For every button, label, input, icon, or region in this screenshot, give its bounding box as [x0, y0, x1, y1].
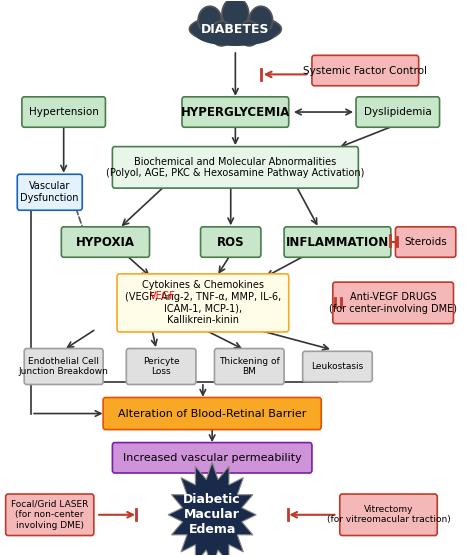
Ellipse shape — [196, 23, 275, 46]
Text: Cytokines & Chemokines
(VEGF, Ang-2, TNF-α, MMP, IL-6,
ICAM-1, MCP-1),
Kallikrei: Cytokines & Chemokines (VEGF, Ang-2, TNF… — [125, 280, 281, 325]
Circle shape — [239, 21, 260, 46]
Text: Systemic Factor Control: Systemic Factor Control — [303, 66, 427, 76]
Text: Pericyte
Loss: Pericyte Loss — [143, 357, 180, 376]
FancyBboxPatch shape — [284, 227, 391, 257]
Text: Hypertension: Hypertension — [29, 107, 99, 117]
Text: Steroids: Steroids — [404, 237, 447, 247]
Text: Biochemical and Molecular Abnormalities
(Polyol, AGE, PKC & Hexosamine Pathway A: Biochemical and Molecular Abnormalities … — [106, 157, 365, 178]
Text: Focal/Grid LASER
(for non-center
involving DME): Focal/Grid LASER (for non-center involvi… — [11, 500, 89, 530]
Text: Diabetic
Macular
Edema: Diabetic Macular Edema — [183, 493, 241, 537]
FancyBboxPatch shape — [112, 443, 312, 473]
Circle shape — [249, 6, 273, 34]
Text: INFLAMMATION: INFLAMMATION — [286, 236, 389, 249]
Text: VEGF: VEGF — [149, 291, 175, 301]
FancyBboxPatch shape — [17, 174, 82, 210]
Polygon shape — [168, 462, 256, 556]
Circle shape — [222, 0, 249, 29]
FancyBboxPatch shape — [22, 97, 105, 127]
Circle shape — [198, 6, 221, 34]
FancyBboxPatch shape — [201, 227, 261, 257]
FancyBboxPatch shape — [182, 97, 289, 127]
Text: Dyslipidemia: Dyslipidemia — [364, 107, 432, 117]
Text: Vascular
Dysfunction: Vascular Dysfunction — [20, 181, 79, 203]
FancyBboxPatch shape — [395, 227, 456, 257]
Text: HYPOXIA: HYPOXIA — [76, 236, 135, 249]
FancyBboxPatch shape — [356, 97, 439, 127]
FancyBboxPatch shape — [340, 494, 437, 535]
Circle shape — [211, 21, 232, 46]
Ellipse shape — [190, 14, 281, 43]
FancyBboxPatch shape — [214, 349, 284, 385]
Text: Increased vascular permeability: Increased vascular permeability — [123, 453, 301, 463]
Text: ROS: ROS — [217, 236, 245, 249]
FancyBboxPatch shape — [312, 56, 419, 86]
FancyBboxPatch shape — [333, 282, 454, 324]
FancyBboxPatch shape — [303, 351, 372, 382]
Text: Anti-VEGF DRUGS
(for center-involving DME): Anti-VEGF DRUGS (for center-involving DM… — [329, 292, 457, 314]
FancyBboxPatch shape — [126, 349, 196, 385]
Text: Vitrectomy
(for vitreomacular traction): Vitrectomy (for vitreomacular traction) — [327, 505, 450, 524]
Text: DIABETES: DIABETES — [201, 23, 270, 36]
FancyBboxPatch shape — [24, 349, 103, 385]
Text: Alteration of Blood-Retinal Barrier: Alteration of Blood-Retinal Barrier — [118, 409, 306, 419]
FancyBboxPatch shape — [103, 398, 321, 430]
FancyBboxPatch shape — [112, 147, 358, 188]
Text: HYPERGLYCEMIA: HYPERGLYCEMIA — [181, 106, 290, 118]
Text: Thickening of
BM: Thickening of BM — [219, 357, 280, 376]
Text: Endothelial Cell
Junction Breakdown: Endothelial Cell Junction Breakdown — [19, 357, 109, 376]
Text: Leukostasis: Leukostasis — [311, 362, 364, 371]
FancyBboxPatch shape — [117, 274, 289, 332]
FancyBboxPatch shape — [61, 227, 149, 257]
FancyBboxPatch shape — [6, 494, 94, 535]
